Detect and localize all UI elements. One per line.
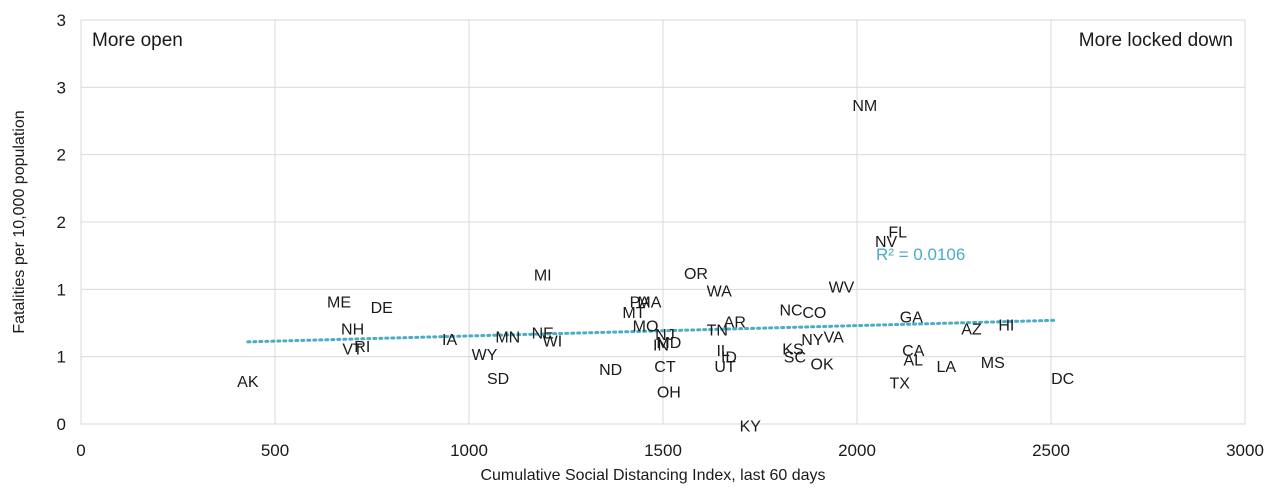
point-label-ny: NY (801, 332, 824, 349)
y-tick-label: 3 (57, 11, 66, 30)
x-axis-ticks: 0 500 1000 1500 2000 2500 3000 (76, 441, 1264, 460)
point-label-ms: MS (981, 355, 1005, 372)
y-axis-title: Fatalities per 10,000 population (11, 110, 28, 333)
y-tick-label: 1 (57, 280, 66, 299)
point-label-mo: MO (633, 319, 659, 336)
point-label-ia: IA (442, 332, 457, 349)
point-label-hi: HI (998, 317, 1014, 334)
y-tick-label: 1 (57, 348, 66, 367)
trendline (246, 318, 1057, 344)
point-label-mi: MI (534, 268, 552, 285)
point-label-ks: KS (782, 342, 803, 359)
point-label-va: VA (824, 329, 844, 346)
x-tick-label: 1000 (450, 441, 488, 460)
point-label-dc: DC (1051, 371, 1074, 388)
x-axis-title: Cumulative Social Distancing Index, last… (480, 467, 825, 484)
more-locked-down-label: More locked down (1079, 30, 1233, 51)
point-label-sc: SC (784, 350, 806, 367)
point-label-il: IL (716, 343, 729, 360)
more-open-label: More open (92, 30, 183, 51)
point-label-in: IN (653, 338, 669, 355)
point-label-ma: MA (637, 294, 661, 311)
point-label-ak: AK (237, 374, 259, 391)
point-label-ut: UT (714, 359, 736, 376)
x-tick-label: 0 (76, 441, 85, 460)
point-label-tx: TX (889, 375, 910, 392)
point-label-md: MD (656, 335, 681, 352)
point-label-nd: ND (599, 362, 622, 379)
point-label-az: AZ (961, 321, 982, 338)
point-label-wv: WV (829, 280, 855, 297)
point-label-me: ME (327, 294, 351, 311)
y-tick-label: 3 (57, 78, 66, 97)
point-label-or: OR (684, 266, 708, 283)
point-label-al: AL (903, 352, 923, 369)
point-label-ct: CT (654, 359, 676, 376)
point-label-nm: NM (852, 98, 877, 115)
point-label-mt: MT (622, 305, 645, 322)
y-tick-label: 2 (57, 146, 66, 165)
gridlines (81, 20, 1245, 424)
y-tick-label: 2 (57, 213, 66, 232)
point-label-sd: SD (487, 371, 509, 388)
point-label-tn: TN (707, 323, 728, 340)
x-tick-label: 500 (261, 441, 289, 460)
point-label-wa: WA (707, 284, 733, 301)
point-label-ky: KY (740, 418, 762, 435)
point-label-id: ID (721, 350, 737, 367)
point-label-mn: MN (495, 329, 520, 346)
y-axis-ticks: 0 1 1 2 2 3 3 (57, 11, 66, 434)
point-label-nc: NC (779, 303, 802, 320)
x-tick-label: 1500 (644, 441, 682, 460)
point-label-oh: OH (657, 385, 681, 402)
point-label-co: CO (802, 305, 826, 322)
point-label-nv: NV (875, 234, 898, 251)
point-label-fl: FL (888, 224, 907, 241)
point-label-de: DE (371, 300, 393, 317)
point-label-wy: WY (472, 347, 498, 364)
point-label-la: LA (936, 359, 956, 376)
y-tick-label: 0 (57, 415, 66, 434)
point-label-ga: GA (900, 309, 923, 326)
point-label-wi: WI (543, 334, 563, 351)
point-label-ok: OK (811, 356, 834, 373)
x-tick-label: 3000 (1226, 441, 1264, 460)
x-tick-label: 2000 (838, 441, 876, 460)
point-label-ca: CA (902, 343, 925, 360)
r-squared-label: R² = 0.0106 (876, 245, 965, 264)
point-label-ar: AR (724, 315, 746, 332)
point-label-pa: PA (630, 294, 650, 311)
plot-frame (80, 19, 1246, 425)
point-label-nh: NH (341, 321, 364, 338)
point-label-ri: RI (354, 339, 370, 356)
point-label-nj: NJ (655, 327, 675, 344)
point-label-vt: VT (342, 342, 363, 359)
point-label-ne: NE (532, 325, 554, 342)
x-tick-label: 2500 (1032, 441, 1070, 460)
